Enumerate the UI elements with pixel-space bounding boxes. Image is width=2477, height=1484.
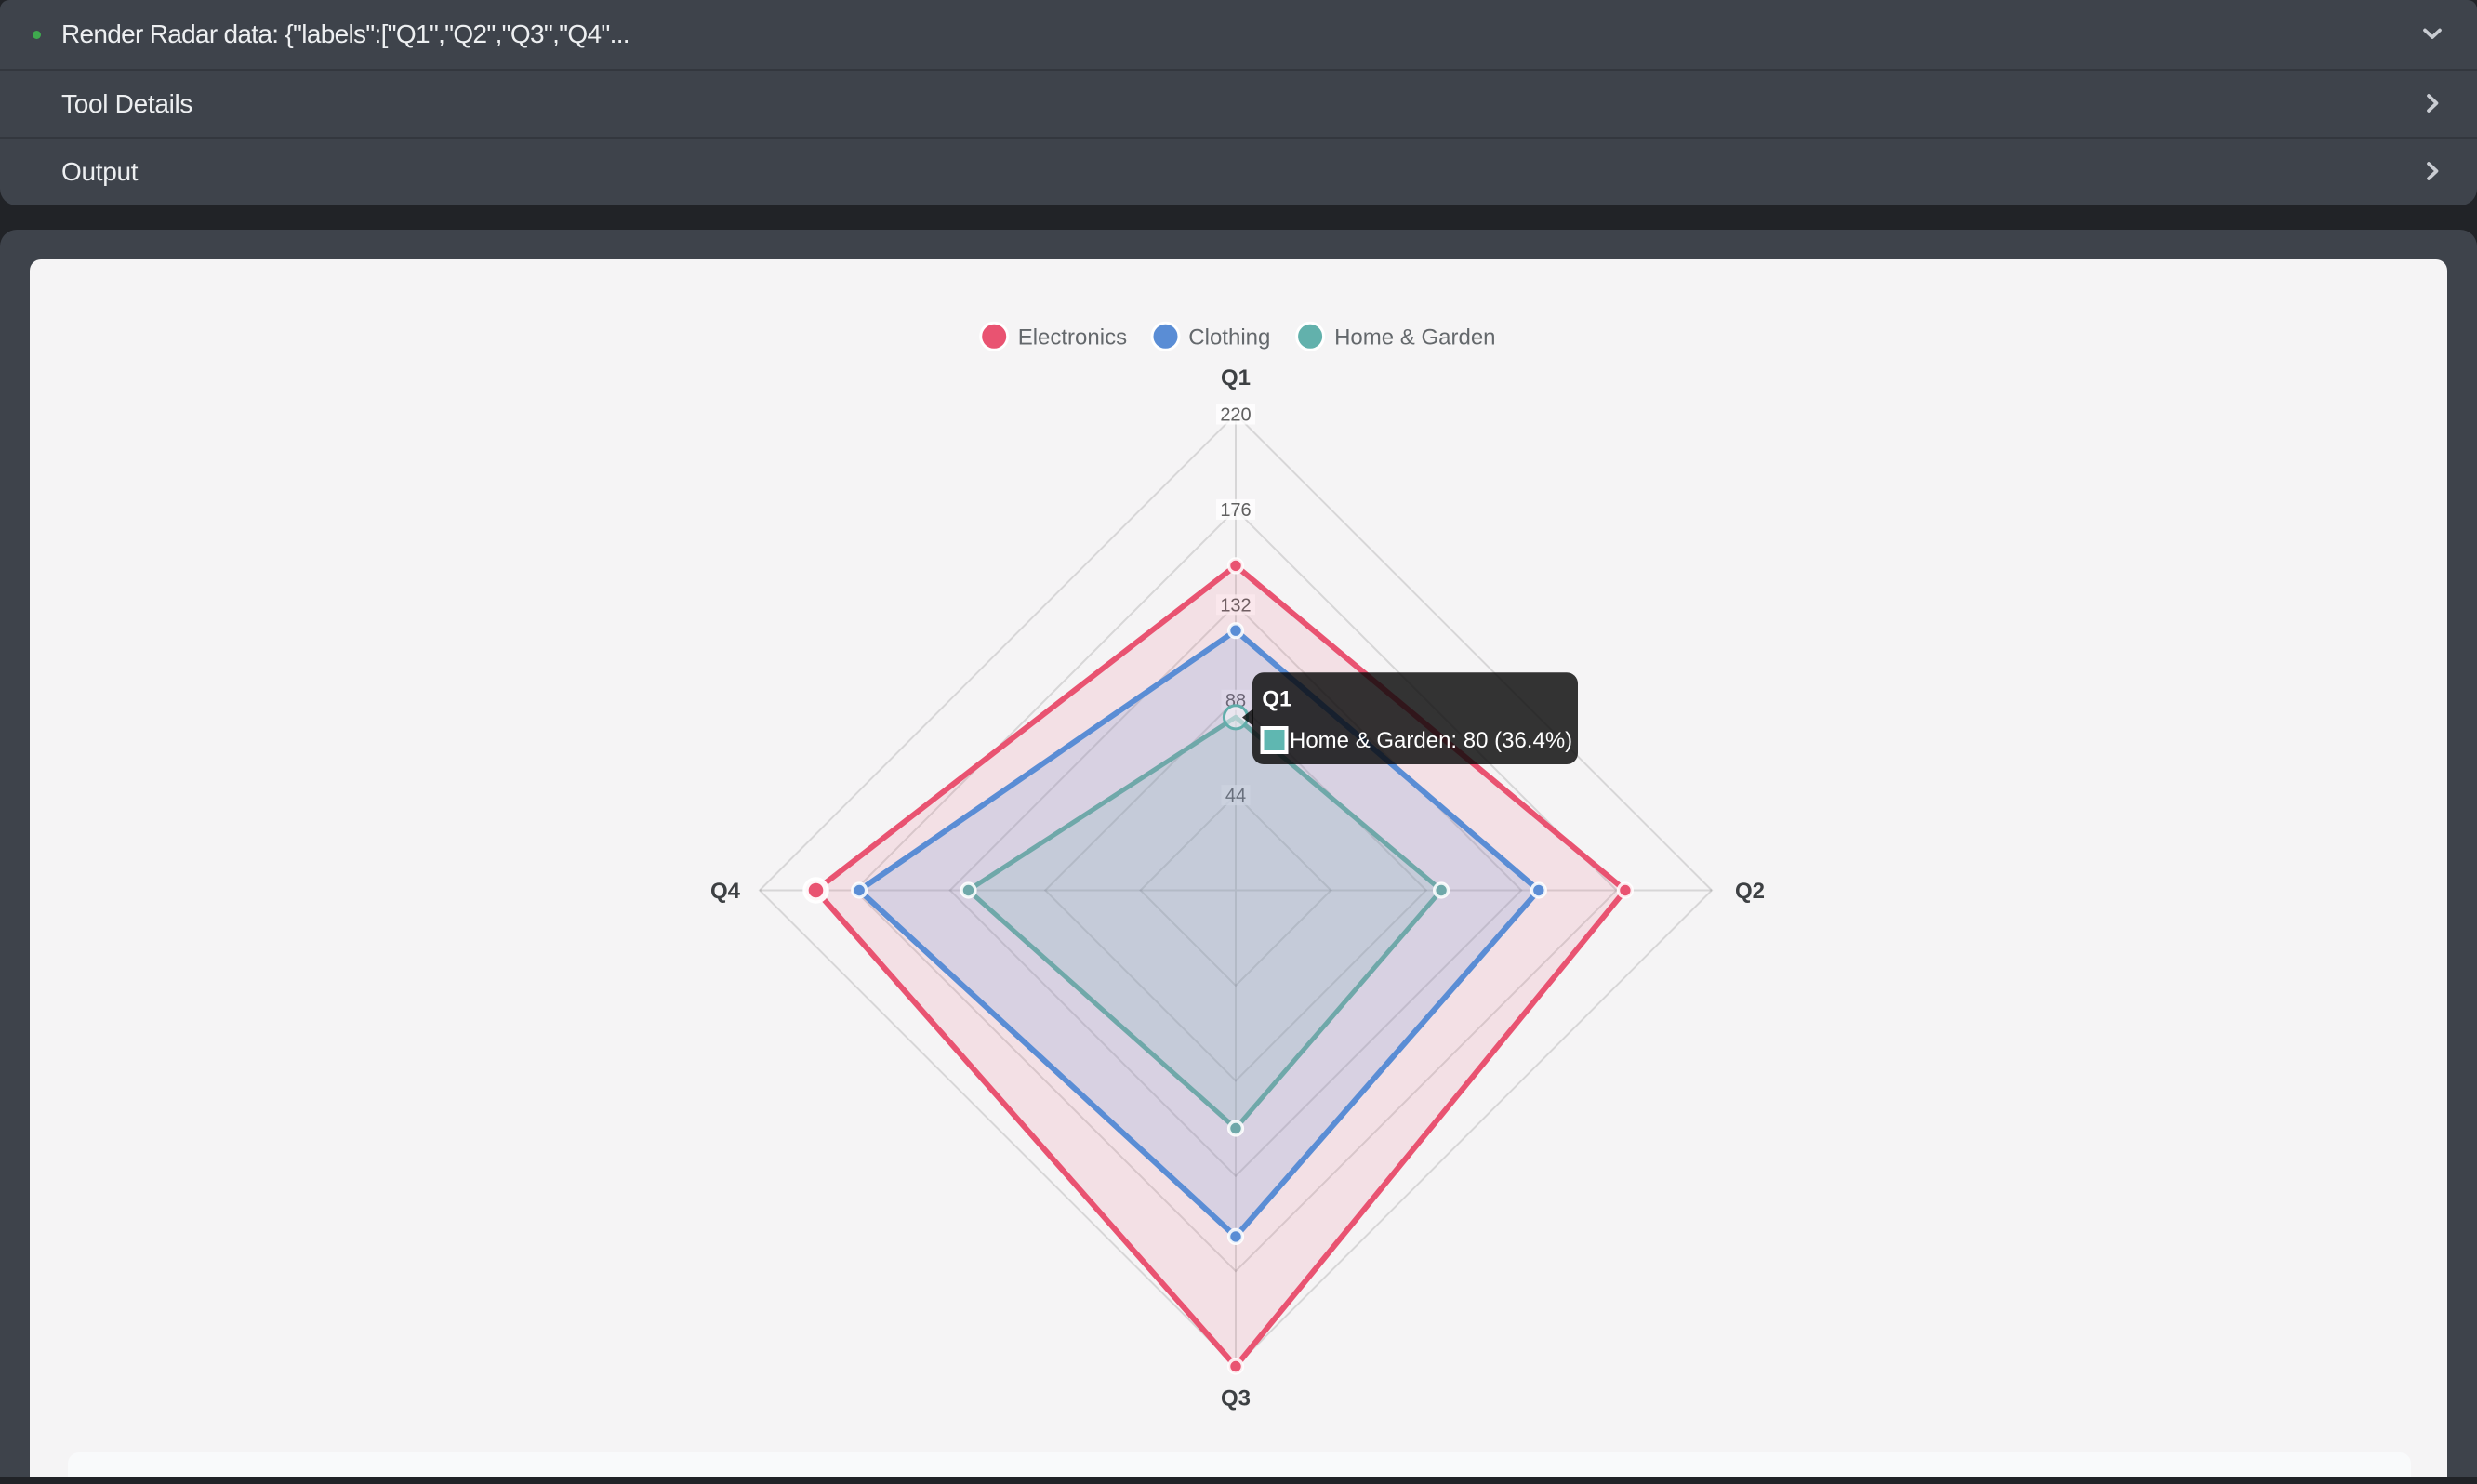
svg-text:176: 176 (1220, 500, 1251, 521)
svg-text:Home & Garden: Home & Garden (1334, 325, 1495, 350)
svg-text:Electronics: Electronics (1018, 325, 1127, 350)
svg-text:Q1: Q1 (1262, 687, 1291, 712)
svg-text:44: 44 (1225, 786, 1246, 806)
svg-text:Clothing: Clothing (1188, 325, 1270, 350)
svg-text:220: 220 (1220, 405, 1251, 426)
svg-text:Q3: Q3 (1221, 1386, 1251, 1411)
svg-text:132: 132 (1220, 595, 1251, 616)
svg-text:Q1: Q1 (1221, 365, 1251, 391)
svg-text:Q2: Q2 (1735, 879, 1765, 904)
svg-text:Home & Garden: 80 (36.4%): Home & Garden: 80 (36.4%) (1290, 728, 1572, 753)
svg-text:Q4: Q4 (710, 879, 741, 904)
